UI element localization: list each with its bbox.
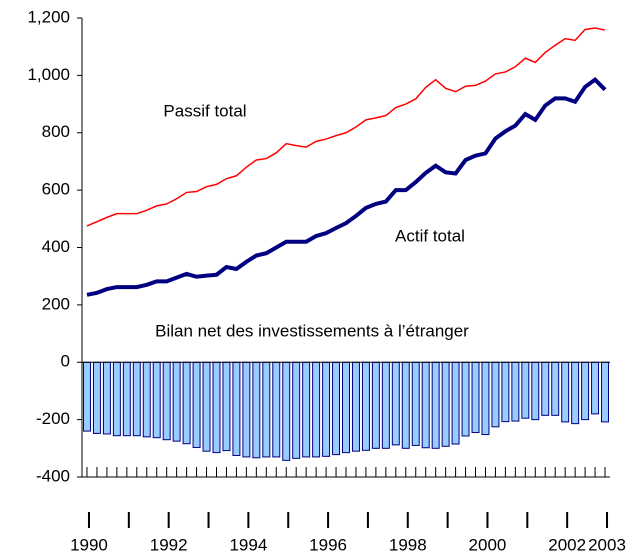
bar [182,361,191,445]
bar [521,361,530,419]
bar [501,361,510,423]
y-tick-label: 800 [42,122,70,141]
bar [102,361,111,435]
bar [351,361,360,452]
bar [431,361,440,449]
y-tick-label: 400 [42,237,70,256]
bar [92,361,101,434]
bar [312,361,321,458]
bar [391,361,400,446]
bar [511,361,520,422]
bar [361,361,370,451]
bar [481,361,490,436]
y-tick-label: 200 [42,294,70,313]
y-tick-label: 1,000 [27,65,70,84]
bar [292,361,301,459]
bar [202,361,211,452]
bar [441,361,450,447]
bar [232,361,241,456]
bar [531,361,540,421]
bar [152,361,161,439]
bar [601,361,610,423]
bar [132,361,141,437]
bar [401,361,410,449]
bar [172,361,181,442]
bar [112,361,121,437]
bar [411,361,420,446]
bar [571,361,580,425]
y-tick-label: 600 [42,180,70,199]
bar [581,361,590,421]
line [86,77,607,297]
bar [371,361,380,449]
bar [142,361,151,438]
bar [461,361,470,437]
bar [252,361,261,459]
x-tick-label: 1990 [70,535,108,554]
bar [421,361,430,449]
bar [561,361,570,423]
bar [551,361,560,416]
bar [192,361,201,448]
bar [381,361,390,449]
bar [212,361,221,454]
bar [342,361,350,454]
bar [82,361,91,432]
x-tick-label: 1996 [309,535,347,554]
x-tick-label: 2003 [588,535,626,554]
bar [162,361,171,441]
bar [332,361,341,456]
bar [591,361,600,415]
bar [471,361,480,434]
y-tick-label: 0 [61,352,70,371]
x-tick-label: 1994 [229,535,267,554]
x-tick-label: 2000 [469,535,507,554]
x-tick-label: 1992 [150,535,188,554]
bar [222,361,231,452]
bar [541,361,550,416]
bar [322,361,331,457]
x-tick-label: 2002 [548,535,586,554]
y-tick-label: 1,200 [27,7,70,26]
bar [451,361,460,445]
bar [302,361,311,458]
y-tick-label: -400 [36,466,70,485]
annotation: Passif total [163,101,246,120]
x-tick-label: 1998 [389,535,427,554]
bar [262,361,271,458]
line [86,27,606,227]
bar [272,361,281,458]
annotation: Actif total [395,226,465,245]
bar [491,361,500,428]
bar [242,361,251,458]
y-tick-label: -200 [36,409,70,428]
bar [282,361,291,461]
annotation: Bilan net des investissements à l’étrang… [155,321,469,340]
bar [122,361,131,437]
